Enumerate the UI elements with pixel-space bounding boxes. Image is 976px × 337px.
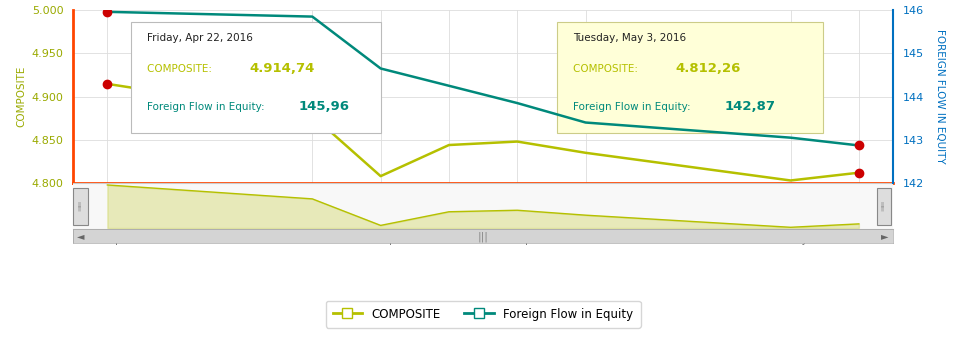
Text: ||
||: || ||: [77, 201, 81, 211]
Text: ||
||: || ||: [880, 201, 884, 211]
Y-axis label: COMPOSITE: COMPOSITE: [16, 66, 26, 127]
FancyBboxPatch shape: [131, 22, 381, 133]
Text: 4.812,26: 4.812,26: [675, 62, 741, 75]
Text: 142,87: 142,87: [725, 100, 776, 114]
Text: 145,96: 145,96: [299, 100, 349, 114]
FancyBboxPatch shape: [73, 188, 88, 224]
Y-axis label: FOREIGN FLOW IN EQUITY: FOREIGN FLOW IN EQUITY: [935, 29, 945, 164]
Text: COMPOSITE:: COMPOSITE:: [147, 64, 216, 74]
Text: Tuesday, May 3, 2016: Tuesday, May 3, 2016: [573, 33, 686, 43]
Text: Foreign Flow in Equity:: Foreign Flow in Equity:: [573, 102, 694, 113]
Text: |||: |||: [477, 231, 489, 242]
FancyBboxPatch shape: [876, 188, 891, 224]
Text: 4.914,74: 4.914,74: [250, 62, 315, 75]
FancyBboxPatch shape: [557, 22, 824, 133]
Text: Friday, Apr 22, 2016: Friday, Apr 22, 2016: [147, 33, 253, 43]
Text: ►: ►: [881, 231, 889, 241]
Legend: COMPOSITE, Foreign Flow in Equity: COMPOSITE, Foreign Flow in Equity: [326, 301, 640, 328]
Text: ◄: ◄: [77, 231, 85, 241]
Text: COMPOSITE:: COMPOSITE:: [573, 64, 641, 74]
Text: Foreign Flow in Equity:: Foreign Flow in Equity:: [147, 102, 267, 113]
